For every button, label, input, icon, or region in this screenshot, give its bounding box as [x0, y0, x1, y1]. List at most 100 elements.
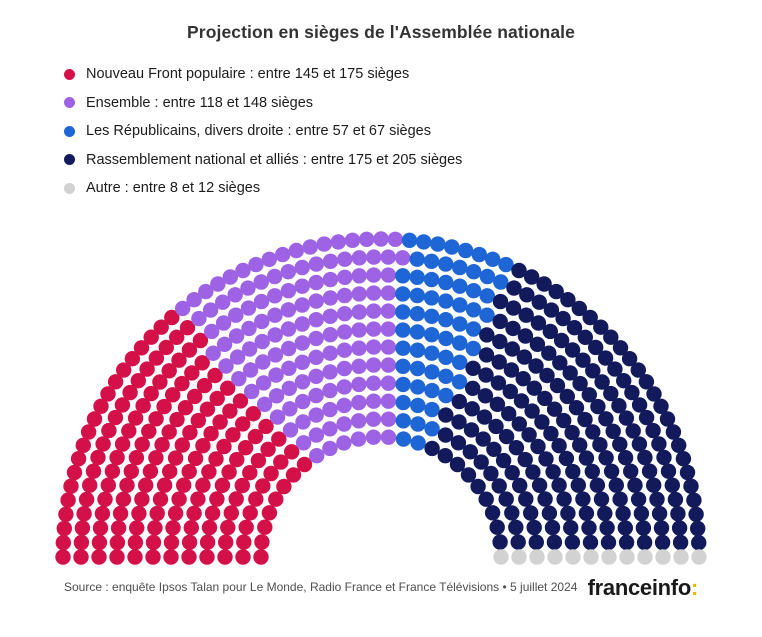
seat-dot [208, 450, 224, 467]
seat-dot [114, 435, 131, 452]
seat-dot [483, 465, 499, 481]
seat-dot [528, 357, 544, 374]
seat-dot [570, 477, 586, 493]
seat-dot [131, 505, 147, 521]
seat-dot [266, 268, 283, 284]
seat-dot [149, 505, 165, 521]
seat-dot [505, 299, 522, 316]
seat-dot [179, 319, 196, 335]
seat-dot [549, 377, 566, 393]
seat-dot [475, 430, 491, 447]
seat-dot [336, 323, 353, 340]
seat-dot [465, 301, 482, 317]
seat-dot [336, 342, 353, 358]
seat-dot [526, 380, 542, 396]
seat-dot [528, 534, 544, 550]
seat-dot [322, 345, 338, 361]
seat-dot [73, 548, 89, 565]
seat-dot [452, 315, 468, 332]
seat-dot [147, 519, 163, 535]
seat-dot [637, 449, 653, 465]
seat-dot [564, 534, 581, 550]
legend-item-label: Nouveau Front populaire : entre 145 et 1… [86, 66, 410, 83]
seat-dot [395, 340, 411, 356]
seat-dot [308, 406, 324, 423]
seat-dot [248, 256, 264, 272]
seat-dot [235, 415, 251, 432]
seat-dot [552, 354, 568, 370]
seat-dot [380, 266, 396, 283]
seat-dot [240, 279, 256, 296]
seat-dot [493, 548, 509, 565]
seat-dot [351, 412, 367, 428]
seat-dot [351, 394, 367, 410]
seat-dot [464, 400, 480, 416]
seat-dot [177, 399, 194, 415]
seat-dot [395, 394, 411, 410]
seat-dot [452, 334, 468, 351]
seat-dot [365, 429, 382, 445]
seat-dot [529, 336, 546, 352]
seat-dot [223, 504, 239, 521]
seat-dot [671, 437, 687, 453]
seat-dot [112, 505, 129, 521]
seat-dot [192, 332, 209, 348]
seat-dot [242, 361, 259, 378]
seat-dot [359, 231, 375, 247]
seat-dot [244, 383, 260, 399]
page-title: Projection en sièges de l'Assemblée nati… [187, 22, 575, 42]
seat-dot [187, 388, 203, 404]
seat-dot [204, 505, 221, 521]
seat-dot [578, 505, 595, 521]
seat-dot [110, 519, 127, 536]
legend-item: Les Républicains, divers droite : entre … [64, 117, 762, 146]
seat-dot [351, 249, 367, 265]
seat-dot [690, 520, 706, 536]
seat-dot [240, 299, 257, 316]
seat-dot [198, 283, 214, 299]
seat-dot [145, 534, 162, 550]
seat-dot [207, 367, 223, 383]
seat-dot [56, 520, 72, 536]
seat-dot [571, 300, 587, 316]
seat-dot [526, 519, 542, 535]
seat-dot [167, 505, 184, 521]
seat-dot [424, 326, 440, 342]
seat-dot [181, 463, 197, 479]
seat-dot [649, 491, 665, 507]
seat-dot [563, 519, 579, 535]
seat-dot [254, 533, 270, 550]
seat-dot [543, 425, 559, 441]
seat-dot [521, 426, 537, 442]
seat-dot [294, 334, 310, 351]
seat-dot [261, 251, 277, 267]
seat-dot [416, 233, 432, 250]
seat-dot [631, 435, 648, 452]
seat-dot [107, 373, 124, 389]
seat-dot [612, 491, 628, 507]
seat-dot [184, 364, 200, 381]
seat-dot [257, 519, 273, 535]
seat-dot [409, 323, 426, 340]
seat-dot [546, 401, 563, 417]
seat-dot [395, 267, 411, 283]
legend-item: Autre : entre 8 et 12 sièges [64, 174, 762, 203]
seat-dot [490, 374, 507, 391]
seat-dot [380, 284, 396, 301]
legend-color-dot-icon [64, 68, 75, 80]
seat-dot [438, 311, 454, 327]
seat-dot [242, 504, 258, 521]
seat-dot [366, 302, 382, 319]
seat-dot [515, 370, 531, 386]
seat-dot [308, 368, 324, 384]
seat-dot [395, 321, 411, 338]
seat-dot [90, 449, 106, 465]
seat-dot [217, 548, 233, 565]
legend-item: Nouveau Front populaire : entre 145 et 1… [64, 60, 762, 89]
seat-dot [70, 450, 87, 466]
seat-dot [210, 275, 226, 292]
seat-dot [139, 360, 155, 377]
seat-dot [560, 505, 576, 521]
seat-dot [568, 399, 585, 415]
seat-dot [263, 465, 279, 481]
